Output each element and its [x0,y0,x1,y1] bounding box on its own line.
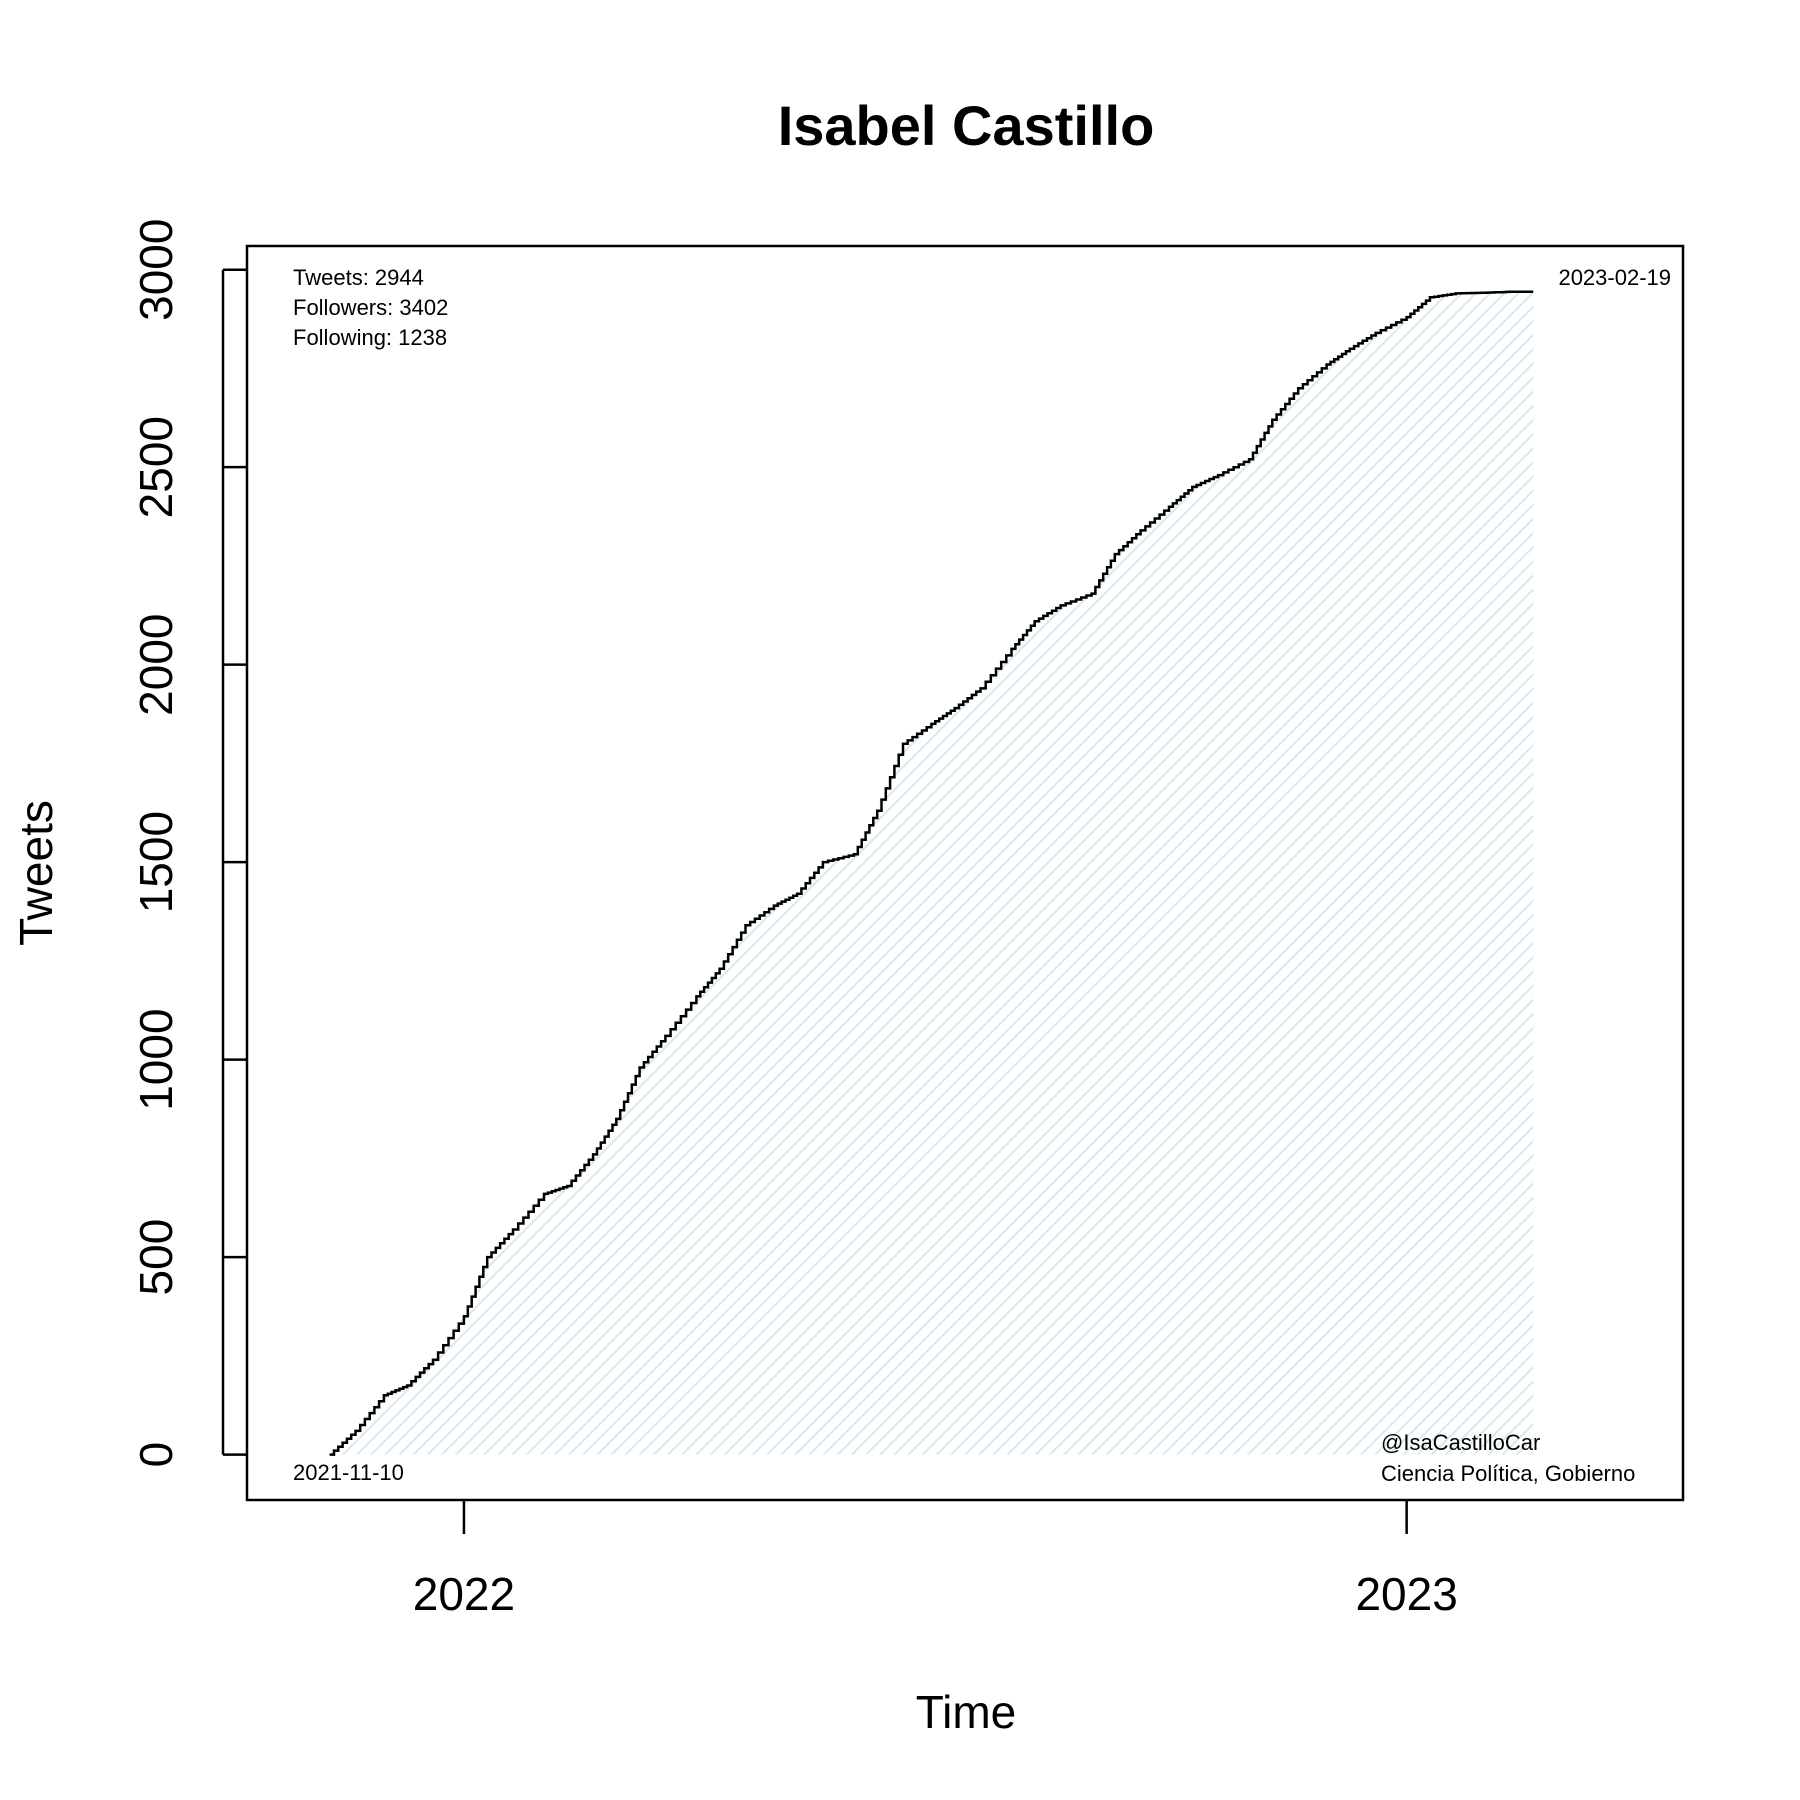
x-tick-label: 2022 [413,1568,515,1620]
y-tick-label: 2500 [130,416,182,518]
y-axis-label: Tweets [10,800,62,946]
account-bio: Ciencia Política, Gobierno [1381,1461,1635,1486]
y-tick-label: 2000 [130,613,182,715]
start-date-label: 2021-11-10 [293,1460,404,1485]
series-line [329,290,1534,1456]
area-fill [329,291,1534,1455]
area-group [329,290,1534,1456]
y-tick-label: 0 [130,1442,182,1468]
x-axis-label: Time [916,1686,1017,1738]
stat-followers: Followers: 3402 [293,295,448,320]
x-tick-label: 2023 [1355,1568,1457,1620]
chart-title: Isabel Castillo [778,94,1155,157]
y-tick-label: 1000 [130,1008,182,1110]
stat-following: Following: 1238 [293,325,447,350]
y-tick-label: 3000 [130,219,182,321]
y-tick-label: 500 [130,1219,182,1296]
account-handle: @IsaCastilloCar [1381,1430,1540,1455]
x-axis: 2022 2023 [413,1500,1458,1620]
stat-tweets: Tweets: 2944 [293,265,424,290]
y-tick-label: 1500 [130,811,182,913]
y-axis: 0 500 1000 1500 2000 2500 3000 [130,219,247,1468]
end-date-label: 2023-02-19 [1558,265,1671,290]
plot-frame [245,244,1685,1502]
